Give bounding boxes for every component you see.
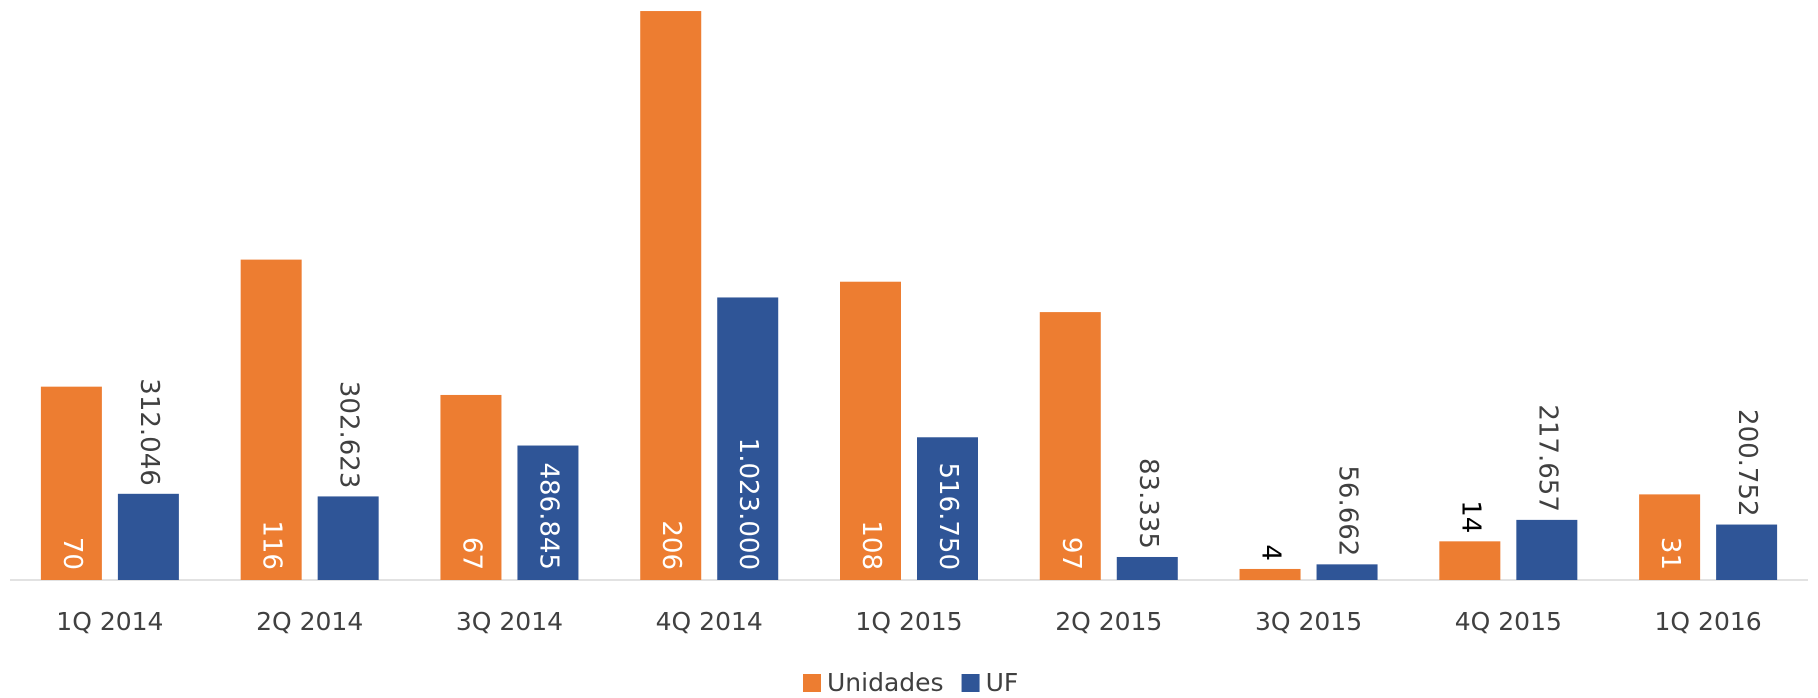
bar [640,11,702,581]
value-label: 108 [856,520,886,570]
bar [440,394,502,580]
bar [1439,541,1501,580]
value-label: 67 [456,537,486,570]
x-tick-label: 1Q 2016 [1655,607,1762,636]
x-tick-label: 1Q 2015 [855,607,962,636]
bar [717,297,779,580]
x-tick-label: 3Q 2014 [456,607,563,636]
x-tick-label: 1Q 2014 [56,607,163,636]
value-label: 1.023.000 [733,438,763,570]
value-label: 217.657 [1532,404,1562,512]
value-label: 200.752 [1732,409,1762,517]
bar [1039,312,1101,580]
value-label: 14 [1455,500,1485,533]
x-tick-label: 4Q 2014 [656,607,763,636]
value-label: 97 [1056,537,1086,570]
legend-label: Unidades [827,668,944,697]
bar [1116,556,1178,580]
bar [1516,519,1578,580]
value-label: 31 [1655,537,1685,570]
value-label: 56.662 [1333,465,1363,556]
value-label: 312.046 [134,378,164,486]
bar [240,259,302,580]
bar [1316,564,1378,580]
value-label: 516.750 [933,462,963,570]
bar [840,281,901,580]
value-label: 116 [257,520,287,570]
value-label: 83.335 [1133,458,1163,549]
bar [40,386,102,580]
bar [1639,494,1701,580]
bar [517,445,579,580]
bar [917,437,978,580]
x-tick-label: 2Q 2014 [256,607,363,636]
value-label: 206 [656,520,686,570]
x-tick-label: 4Q 2015 [1455,607,1562,636]
x-tick-label: 3Q 2015 [1255,607,1362,636]
value-label: 4 [1256,544,1286,561]
value-label: 70 [57,537,87,570]
value-label: 302.623 [334,381,364,489]
legend-swatch [961,674,980,692]
legend-swatch [803,674,821,692]
bar [317,496,379,580]
bar [1716,524,1778,580]
legend-label: UF [986,668,1019,697]
x-tick-label: 2Q 2015 [1055,607,1162,636]
value-label: 486.845 [533,462,563,570]
bar [1239,568,1301,580]
bar [117,493,179,580]
